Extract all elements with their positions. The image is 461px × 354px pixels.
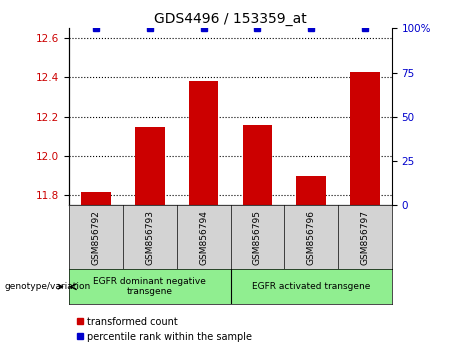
Legend: transformed count, percentile rank within the sample: transformed count, percentile rank withi…	[74, 313, 255, 346]
Bar	[296, 176, 326, 205]
Bar	[242, 125, 272, 205]
Text: GSM856793: GSM856793	[145, 210, 154, 265]
Bar	[81, 192, 111, 205]
Text: GSM856792: GSM856792	[92, 210, 100, 265]
Text: GSM856794: GSM856794	[199, 210, 208, 265]
Bar	[189, 81, 219, 205]
Text: EGFR activated transgene: EGFR activated transgene	[252, 282, 370, 291]
Title: GDS4496 / 153359_at: GDS4496 / 153359_at	[154, 12, 307, 26]
Text: EGFR dominant negative
transgene: EGFR dominant negative transgene	[94, 277, 206, 296]
Bar	[350, 72, 380, 205]
Text: GSM856797: GSM856797	[361, 210, 369, 265]
Text: genotype/variation: genotype/variation	[5, 282, 91, 291]
Text: GSM856796: GSM856796	[307, 210, 316, 265]
Bar	[135, 127, 165, 205]
Text: GSM856795: GSM856795	[253, 210, 262, 265]
